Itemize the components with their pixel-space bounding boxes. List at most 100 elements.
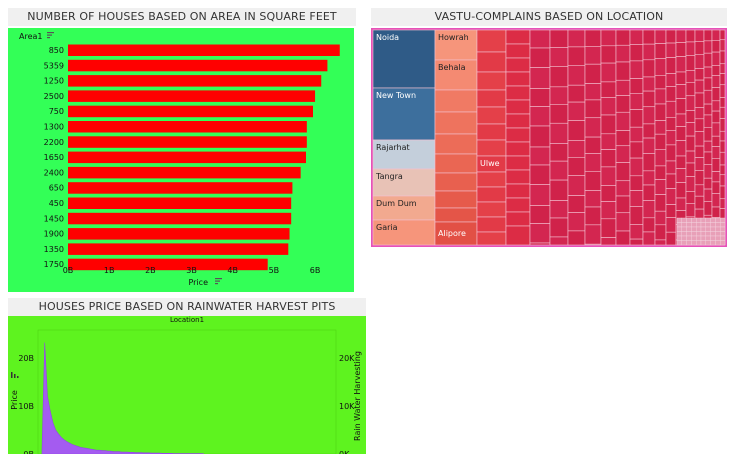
treemap-cell — [720, 222, 726, 228]
treemap-cell — [720, 240, 726, 246]
treemap-cell — [685, 55, 696, 71]
treemap-cell — [600, 62, 617, 83]
treemap-cell — [549, 236, 569, 246]
treemap-chart: Noida New Town Rajarhat Tangra Dum Dum Garia H… — [372, 29, 726, 246]
treemap-cell — [675, 29, 687, 43]
treemap-cell — [711, 110, 721, 124]
treemap-cell — [703, 201, 713, 216]
treemap-cell — [642, 90, 656, 108]
treemap-cell — [505, 211, 531, 227]
treemap-cell — [715, 231, 721, 237]
treemap-cell — [615, 79, 631, 96]
treemap-cell — [600, 218, 617, 238]
treemap-cell — [629, 44, 644, 62]
treemap-cell — [675, 98, 687, 115]
treemap-cell — [665, 188, 677, 205]
bar-chart-title: NUMBER OF HOUSES BASED ON AREA IN SQUARE… — [8, 8, 356, 26]
treemap-cell — [549, 179, 569, 201]
treemap-label: New Town — [376, 91, 416, 100]
sort-icon[interactable] — [215, 278, 222, 285]
treemap-label: Dum Dum — [376, 199, 417, 208]
treemap-cell — [703, 40, 713, 54]
treemap-cell — [711, 87, 721, 102]
sort-icon[interactable] — [47, 32, 54, 39]
treemap-cell — [654, 194, 667, 212]
treemap-cell — [719, 130, 726, 142]
treemap-cell — [654, 43, 667, 60]
bar-category-label: 1650 — [44, 153, 64, 162]
treemap-cell — [676, 231, 683, 237]
treemap-cell — [654, 239, 667, 246]
treemap-cell — [567, 140, 586, 158]
treemap-cell — [720, 217, 726, 223]
treemap-cell — [696, 217, 702, 223]
treemap-panel: Noida New Town Rajarhat Tangra Dum Dum Garia H… — [371, 28, 727, 247]
bar-chart: Area1 850 5359 1250 2500 750 1300 2200 1650 2400 6… — [19, 32, 340, 287]
treemap-cell — [629, 175, 644, 191]
treemap-cell — [549, 200, 569, 219]
plot-area — [37, 329, 337, 454]
treemap-cell — [711, 100, 721, 112]
treemap-cell — [476, 89, 507, 108]
treemap-cell — [719, 164, 726, 176]
treemap-cell — [476, 186, 507, 203]
treemap-cell — [549, 217, 569, 238]
treemap-cell — [584, 136, 602, 154]
x-tick-label: 0B — [63, 266, 74, 275]
treemap-cell — [685, 162, 696, 177]
treemap-cell — [654, 103, 667, 121]
legend-icon[interactable] — [11, 372, 19, 378]
treemap-cell — [505, 169, 531, 185]
treemap-label: Rajarhat — [376, 143, 410, 152]
treemap-cell — [567, 29, 586, 48]
treemap-cell — [615, 130, 631, 147]
x-tick-label: 6B — [310, 266, 321, 275]
treemap-label: Alipore — [438, 229, 466, 238]
treemap-cell — [665, 42, 677, 58]
treemap-cell — [720, 231, 726, 237]
treemap-cell — [703, 140, 713, 153]
treemap-cell — [665, 173, 677, 189]
treemap-cell — [476, 123, 507, 141]
treemap-cell — [549, 160, 569, 181]
treemap-cell — [529, 164, 551, 185]
treemap-cell — [700, 235, 707, 241]
treemap-cell — [629, 206, 644, 225]
treemap-cell — [567, 64, 586, 86]
treemap-cell — [476, 139, 507, 157]
treemap-cell — [615, 44, 631, 63]
treemap-cell — [703, 52, 713, 68]
treemap-cell — [654, 149, 667, 167]
treemap-cell — [700, 222, 707, 228]
treemap-cell — [549, 104, 569, 124]
treemap-cell — [700, 231, 707, 237]
treemap-cell — [615, 230, 631, 246]
treemap-cell — [676, 222, 683, 228]
treemap-cell — [567, 195, 586, 213]
treemap-cell — [711, 146, 721, 159]
treemap-cell — [615, 162, 631, 182]
x-tick-label: 5B — [269, 266, 280, 275]
treemap-cell — [505, 57, 531, 73]
treemap-cell — [584, 171, 602, 191]
treemap-cell — [696, 235, 702, 241]
treemap-cell — [505, 141, 531, 157]
treemap-cell — [711, 40, 721, 53]
treemap-cell — [434, 111, 478, 135]
treemap-cell — [694, 68, 705, 81]
column-header: Location1 — [170, 316, 204, 324]
treemap-cell — [505, 113, 531, 129]
treemap-cell — [584, 63, 602, 84]
treemap-label: Tangra — [375, 172, 403, 181]
bar — [68, 258, 268, 271]
treemap-cell — [681, 217, 687, 223]
bar — [68, 105, 313, 118]
treemap-cell — [476, 171, 507, 188]
treemap-cell — [642, 184, 656, 201]
treemap-cell — [710, 235, 716, 241]
treemap-cell — [642, 43, 656, 61]
treemap-cell — [434, 207, 478, 223]
treemap-cell — [600, 185, 617, 202]
treemap-cell — [549, 66, 569, 88]
treemap-cell — [675, 42, 687, 57]
